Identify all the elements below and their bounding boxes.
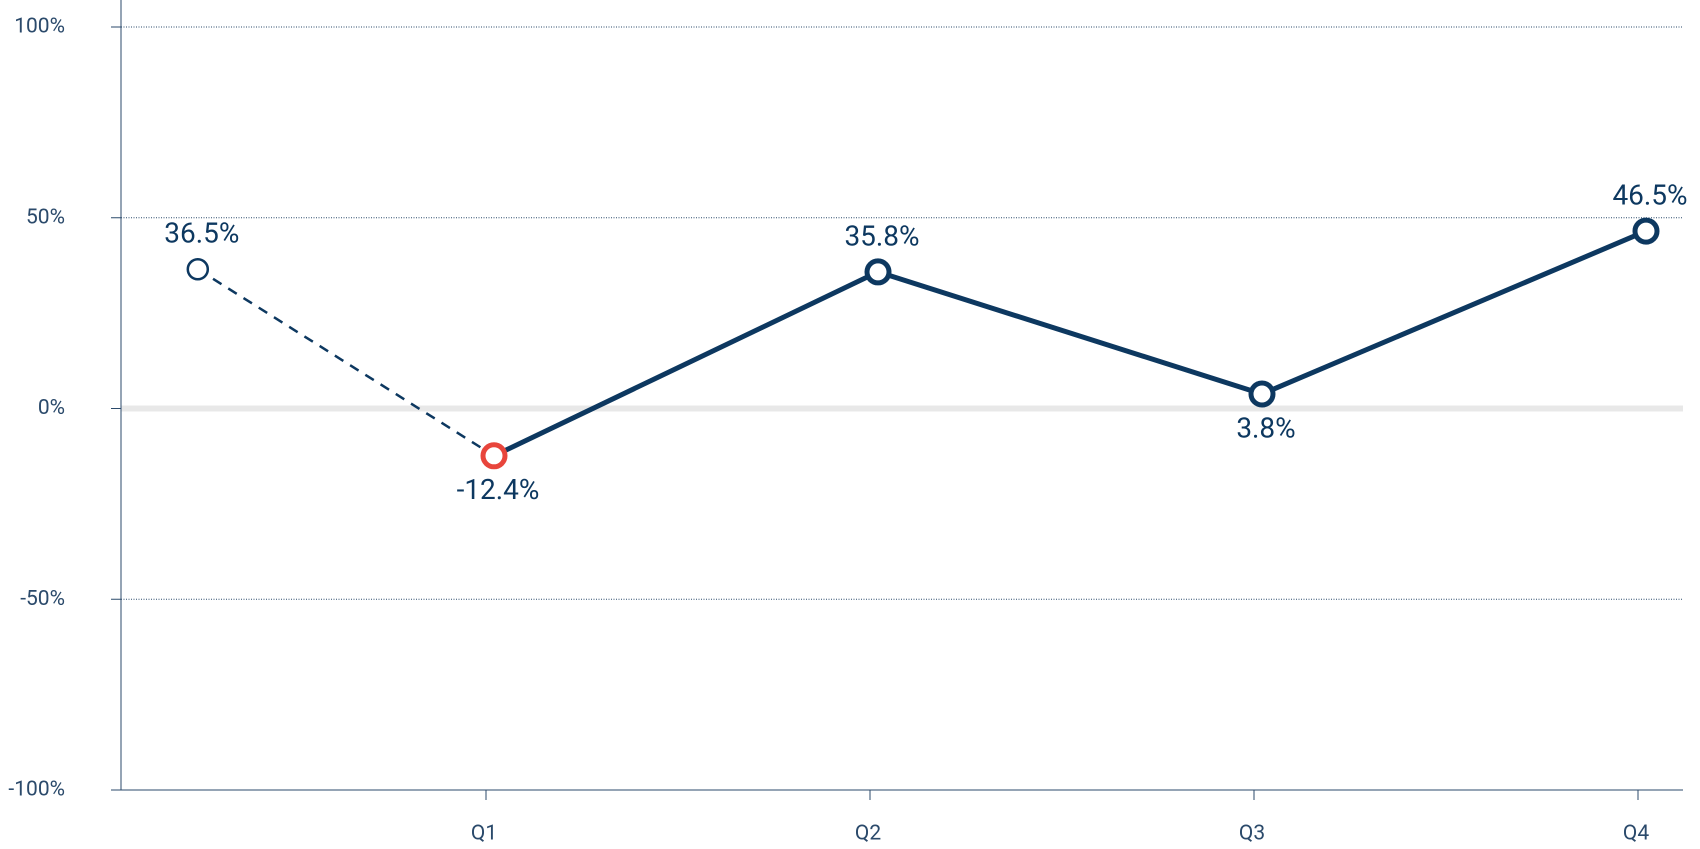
line-segment	[877, 269, 1263, 397]
point-marker	[1632, 217, 1660, 245]
y-tick-label: 0%	[38, 396, 65, 420]
x-tick-label: Q4	[1623, 822, 1649, 846]
data-label: -12.4%	[457, 473, 540, 506]
data-label: 46.5%	[1612, 178, 1687, 211]
point-marker	[864, 258, 892, 286]
data-label: 35.8%	[844, 219, 919, 252]
point-marker	[1248, 380, 1276, 408]
data-label: 3.8%	[1236, 411, 1295, 444]
point-marker	[480, 442, 508, 470]
line-segment	[1261, 228, 1647, 397]
x-tick-label: Q3	[1239, 822, 1265, 846]
data-label: 36.5%	[164, 217, 239, 250]
y-tick-label: -100%	[8, 778, 65, 802]
line-segment	[197, 268, 495, 457]
line-segment	[492, 269, 880, 459]
x-tick-label: Q2	[855, 822, 881, 846]
y-tick-label: 100%	[14, 15, 65, 39]
x-tick-label: Q1	[471, 822, 497, 846]
y-tick-label: -50%	[20, 587, 65, 611]
y-tick-label: 50%	[26, 205, 65, 229]
point-marker	[186, 258, 210, 281]
